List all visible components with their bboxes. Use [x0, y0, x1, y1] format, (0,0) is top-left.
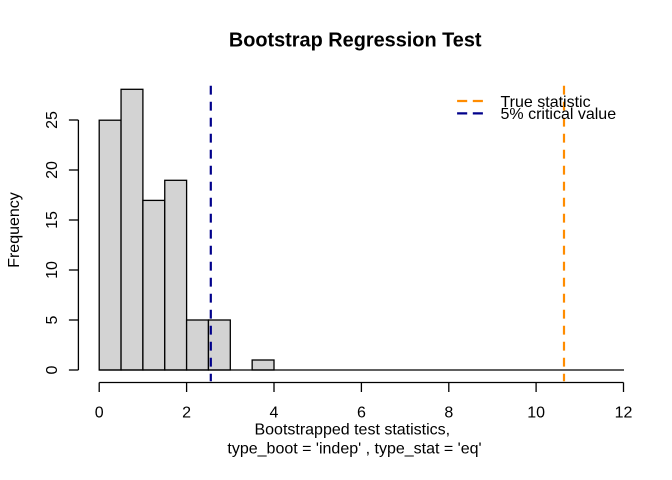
svg-text:10: 10 — [44, 261, 61, 279]
svg-text:2: 2 — [182, 405, 191, 422]
svg-text:0: 0 — [44, 365, 61, 374]
svg-text:8: 8 — [444, 405, 453, 422]
svg-text:Frequency: Frequency — [6, 192, 23, 268]
svg-text:15: 15 — [44, 211, 61, 229]
svg-text:6: 6 — [357, 405, 366, 422]
svg-text:5: 5 — [44, 315, 61, 324]
svg-text:12: 12 — [615, 405, 633, 422]
svg-text:5% critical value: 5% critical value — [501, 106, 617, 123]
svg-text:True statistic: True statistic — [501, 94, 591, 111]
svg-text:Bootstrap Regression Test: Bootstrap Regression Test — [229, 30, 482, 52]
svg-text:type_boot = 'indep' , type_sta: type_boot = 'indep' , type_stat = 'eq' — [227, 440, 481, 457]
svg-text:25: 25 — [44, 111, 61, 129]
svg-text:20: 20 — [44, 161, 61, 179]
svg-text:Bootstrapped test statistics,: Bootstrapped test statistics, — [254, 422, 450, 439]
svg-text:0: 0 — [95, 405, 104, 422]
svg-text:10: 10 — [527, 405, 545, 422]
svg-text:4: 4 — [270, 405, 279, 422]
